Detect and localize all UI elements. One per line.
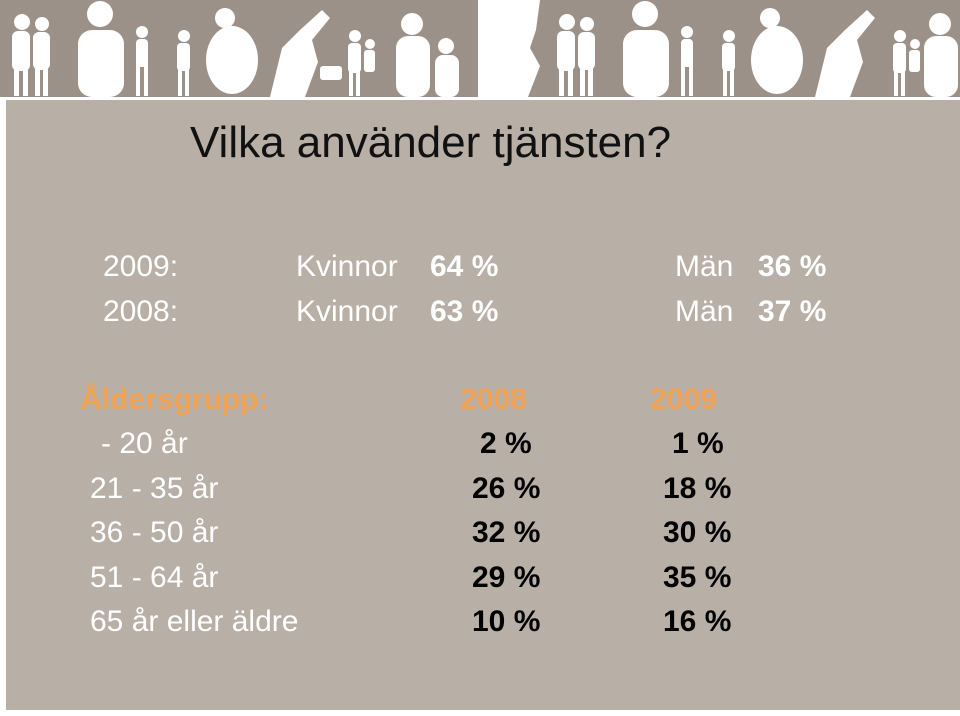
men-label: Män <box>675 295 734 328</box>
women-label: Kvinnor <box>296 295 398 328</box>
age-group-label: 51 - 64 år <box>90 561 219 594</box>
people-silhouettes-icon <box>12 0 958 97</box>
age-header-group: Åldersgrupp: <box>80 383 269 416</box>
family-icon <box>396 13 459 97</box>
year-label: 2008: <box>103 295 179 328</box>
banner-divider <box>0 97 960 100</box>
age-group-label: 21 - 35 år <box>90 472 219 505</box>
people-banner <box>0 0 960 97</box>
age-value-2008: 2 % <box>480 427 532 460</box>
left-border <box>0 100 6 716</box>
women-value: 63 % <box>430 295 499 328</box>
age-value-2009: 30 % <box>663 516 732 549</box>
men-value: 36 % <box>758 250 827 283</box>
age-value-2009: 16 % <box>663 605 732 638</box>
couple-silhouette-icon <box>12 14 50 96</box>
year-label: 2009: <box>103 250 179 283</box>
age-value-2008: 26 % <box>472 472 541 505</box>
women-value: 64 % <box>430 250 499 283</box>
women-label: Kvinnor <box>296 250 398 283</box>
age-header-2008: 2008 <box>460 383 527 416</box>
age-value-2009: 35 % <box>663 561 732 594</box>
age-group-label: - 20 år <box>101 427 188 460</box>
pregnant-woman-icon <box>206 8 258 94</box>
mother-child-icon <box>320 30 375 96</box>
age-value-2009: 18 % <box>663 472 732 505</box>
men-value: 37 % <box>758 295 827 328</box>
age-value-2008: 29 % <box>472 561 541 594</box>
heart-person-icon <box>78 1 124 97</box>
slide-title: Vilka använder tjänsten? <box>190 118 672 167</box>
bottom-border <box>0 710 960 716</box>
age-value-2009: 1 % <box>672 427 724 460</box>
age-group-label: 65 år eller äldre <box>90 605 299 638</box>
age-header-2009: 2009 <box>650 383 717 416</box>
hand-icon <box>270 10 330 97</box>
walking-cane-icon <box>136 26 190 96</box>
face-profile-icon <box>478 0 540 97</box>
age-group-label: 36 - 50 år <box>90 516 219 549</box>
age-value-2008: 32 % <box>472 516 541 549</box>
age-value-2008: 10 % <box>472 605 541 638</box>
men-label: Män <box>675 250 734 283</box>
